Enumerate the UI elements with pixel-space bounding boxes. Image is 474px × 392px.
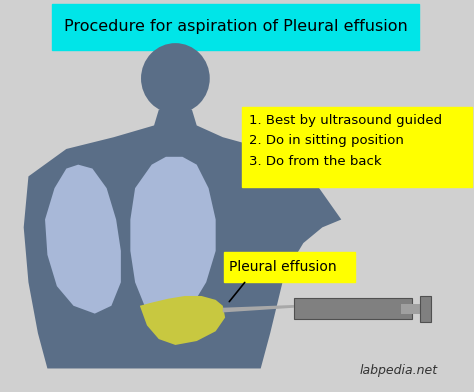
Polygon shape [130, 157, 216, 314]
Ellipse shape [141, 43, 210, 114]
Polygon shape [45, 165, 121, 314]
FancyBboxPatch shape [224, 252, 355, 282]
Text: Pleural effusion: Pleural effusion [229, 260, 337, 274]
FancyBboxPatch shape [52, 4, 419, 50]
Polygon shape [24, 110, 341, 368]
Polygon shape [140, 296, 225, 345]
FancyBboxPatch shape [294, 298, 412, 319]
Text: Procedure for aspiration of Pleural effusion: Procedure for aspiration of Pleural effu… [64, 19, 408, 34]
Polygon shape [223, 305, 294, 312]
FancyBboxPatch shape [420, 296, 431, 322]
Text: labpedia.net: labpedia.net [359, 364, 437, 377]
FancyBboxPatch shape [401, 304, 422, 314]
FancyBboxPatch shape [242, 107, 472, 187]
Text: 1. Best by ultrasound guided
2. Do in sitting position
3. Do from the back: 1. Best by ultrasound guided 2. Do in si… [249, 114, 442, 168]
